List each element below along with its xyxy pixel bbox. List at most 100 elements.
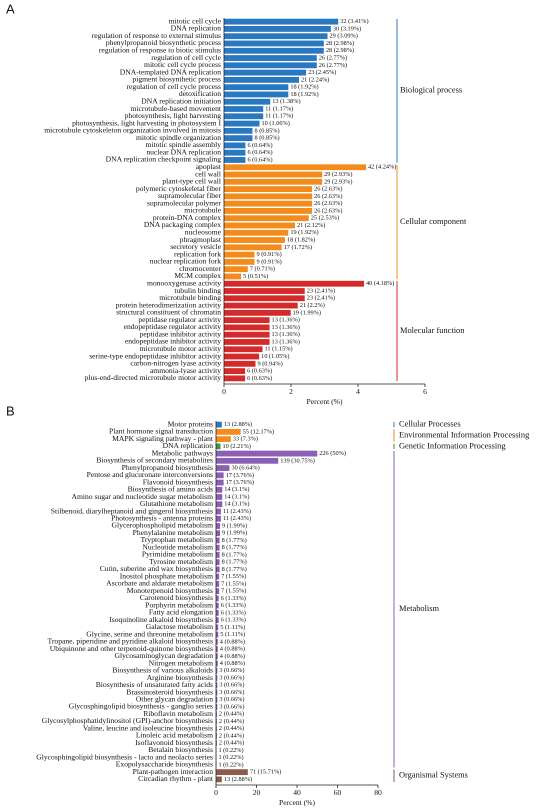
bar	[224, 193, 313, 200]
category-label: Amino sugar and nucleotide sugar metabol…	[71, 492, 213, 501]
category-label: protein-DNA complex	[153, 213, 221, 222]
category-label: Valine, leucine and isoleucine biosynthe…	[83, 723, 213, 732]
bar	[224, 106, 264, 112]
bar	[216, 573, 220, 580]
category-label: DNA-templated DNA replication	[120, 67, 221, 76]
category-label: microtubule-based movement	[131, 104, 222, 113]
x-tick-label: 20	[253, 788, 261, 797]
bar	[224, 280, 365, 287]
bar	[216, 508, 221, 515]
bar	[224, 47, 324, 54]
category-label: Cutin, suberine and wax biosynthesis	[100, 564, 213, 573]
category-label: regulation of cell cycle	[151, 53, 221, 62]
value-label: 1 (0.22%)	[218, 754, 243, 761]
value-label: 26 (2.63%)	[314, 193, 342, 200]
bar	[224, 157, 246, 163]
value-label: 8 (1.77%)	[222, 559, 247, 566]
category-label: Phenylalanine metabolism	[133, 528, 213, 537]
bar	[216, 479, 224, 486]
bar	[216, 465, 230, 471]
category-label: mitotic cell cycle process	[144, 60, 221, 69]
value-label: 9 (1.99%)	[222, 522, 247, 529]
value-label: 6 (0.64%)	[247, 142, 272, 149]
bar	[216, 653, 218, 660]
category-label: tubulin binding	[174, 286, 221, 295]
value-label: 21 (2.24%)	[301, 76, 329, 83]
category-label: regulation of response to external stimu…	[92, 31, 221, 40]
x-tick-label: 80	[374, 788, 382, 797]
category-label: Biosynthesis of secondary metabolites	[96, 456, 213, 465]
bar	[216, 501, 223, 508]
bar	[224, 258, 255, 265]
value-label: 4 (0.88%)	[220, 660, 245, 667]
value-label: 8 (1.77%)	[222, 537, 247, 544]
value-label: 7 (1.55%)	[221, 573, 246, 580]
group-label: Genetic Information Processing	[399, 441, 506, 450]
x-axis-title: Percent (%)	[279, 798, 316, 807]
bar	[224, 76, 300, 83]
value-label: 2 (0.44%)	[219, 718, 244, 725]
value-label: 26 (2.63%)	[314, 207, 342, 214]
bar	[224, 324, 270, 331]
category-label: peptidase inhibitor activity	[140, 329, 222, 338]
value-label: 55 (12.17%)	[243, 428, 274, 435]
group-label: Cellular component	[400, 217, 467, 226]
category-label: MAPK signaling pathway - plant	[112, 434, 214, 443]
value-label: 3 (0.66%)	[219, 682, 244, 689]
value-label: 10 (1.06%)	[262, 120, 290, 127]
category-label: DNA replication initiation	[141, 96, 221, 105]
value-label: 29 (3.09%)	[330, 33, 358, 40]
bar	[224, 98, 271, 105]
x-tick-label: 40	[293, 788, 301, 797]
bar	[224, 331, 270, 338]
value-label: 11 (1.17%)	[265, 105, 293, 112]
value-label: 9 (1.99%)	[222, 530, 247, 537]
category-label: nuclear replication fork	[150, 257, 221, 266]
bar	[216, 617, 219, 623]
value-label: 32 (3.41%)	[340, 18, 368, 25]
category-label: photosynthesis, light harvesting in phot…	[72, 118, 221, 127]
category-label: secretory vesicle	[170, 242, 221, 251]
value-label: 139 (30.75%)	[280, 457, 315, 464]
category-label: pigment biosynthetic process	[132, 75, 221, 84]
bar	[224, 215, 309, 222]
category-label: Tryptophan metabolism	[141, 535, 214, 544]
bar	[224, 353, 260, 360]
bar	[224, 84, 289, 91]
bar	[216, 675, 218, 681]
bar	[216, 472, 224, 479]
value-label: 23 (2.41%)	[307, 287, 335, 294]
category-label: protein heterodimerization activity	[116, 300, 222, 309]
category-label: Photosynthesis - antenna proteins	[111, 513, 213, 522]
category-label: phragmoplast	[180, 235, 222, 244]
category-label: Betalain biosynthesis	[148, 745, 213, 754]
value-label: 29 (2.93%)	[324, 171, 352, 178]
bar	[216, 588, 220, 595]
bar	[216, 566, 220, 573]
bar	[224, 26, 331, 32]
value-label: 13 (2.88%)	[224, 776, 252, 783]
category-label: MCM complex	[174, 271, 221, 280]
bar	[216, 776, 222, 783]
value-label: 30 (3.19%)	[333, 25, 361, 32]
category-label: Tyrosine metabolism	[149, 557, 213, 566]
category-label: Inositol phosphate metabolism	[120, 571, 213, 580]
bar	[224, 113, 264, 120]
value-label: 30 (6.64%)	[231, 465, 259, 472]
value-label: 18 (1.82%)	[287, 236, 315, 243]
category-label: polymeric cytoskeletal fiber	[136, 184, 222, 193]
value-label: 9 (0.91%)	[256, 258, 281, 265]
bar	[224, 127, 253, 134]
value-label: 23 (2.41%)	[307, 295, 335, 302]
category-label: Flavonoid biosynthesis	[143, 477, 213, 486]
x-tick-label: 0	[214, 788, 218, 797]
category-label: endopeptidase inhibitor activity	[125, 337, 221, 346]
bar	[224, 317, 270, 324]
bar	[216, 602, 219, 609]
group-label: Molecular function	[400, 326, 465, 335]
category-label: replication fork	[174, 249, 221, 258]
group-label: Organismal Systems	[399, 771, 468, 780]
category-label: regulation of cell cycle process	[127, 82, 222, 91]
x-tick-label: 6	[423, 387, 427, 396]
